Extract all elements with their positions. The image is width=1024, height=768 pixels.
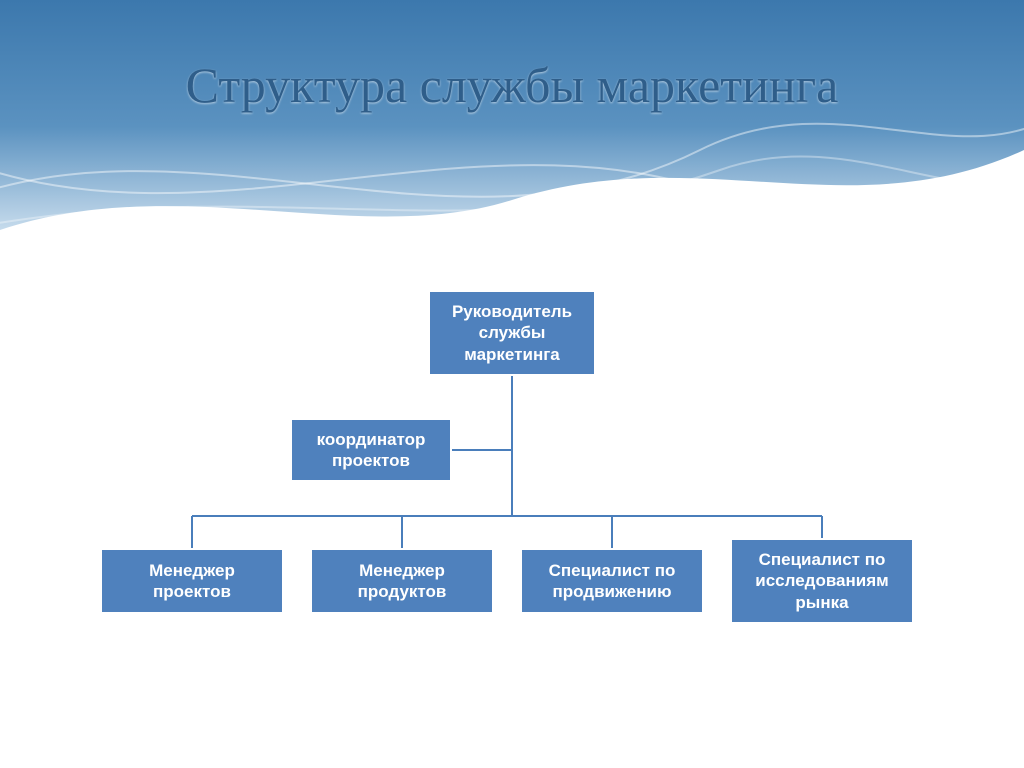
header-wave (0, 0, 1024, 260)
org-node-label: Специалист поисследованиямрынка (755, 549, 888, 613)
org-node-coord: координаторпроектов (290, 418, 452, 482)
org-node-m4: Специалист поисследованиямрынка (730, 538, 914, 624)
org-chart: Руководительслужбымаркетинга координаторп… (0, 290, 1024, 730)
org-node-root: Руководительслужбымаркетинга (428, 290, 596, 376)
org-node-label: Руководительслужбымаркетинга (452, 301, 572, 365)
slide-title: Структура службы маркетинга (0, 56, 1024, 114)
slide: Структура службы маркетинга Руководитель… (0, 0, 1024, 768)
org-node-label: координаторпроектов (317, 429, 426, 472)
org-node-m2: Менеджерпродуктов (310, 548, 494, 614)
org-node-label: Специалист попродвижению (549, 560, 676, 603)
org-node-m1: Менеджерпроектов (100, 548, 284, 614)
org-node-m3: Специалист попродвижению (520, 548, 704, 614)
org-node-label: Менеджерпроектов (149, 560, 235, 603)
org-node-label: Менеджерпродуктов (358, 560, 447, 603)
